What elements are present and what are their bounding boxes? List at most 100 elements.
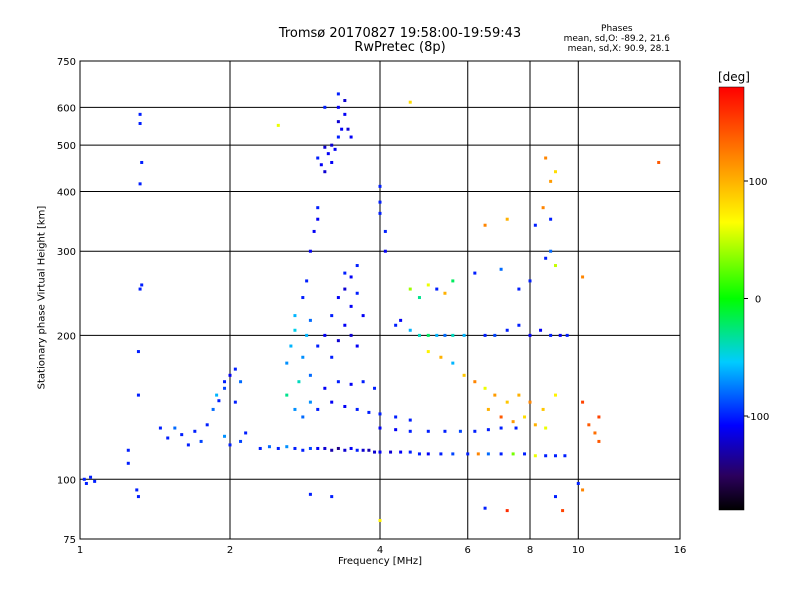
data-point: [511, 420, 515, 424]
data-point: [215, 393, 219, 397]
data-point: [505, 328, 509, 332]
data-point: [323, 333, 327, 337]
x-tick-label: 8: [527, 545, 533, 556]
data-point: [301, 415, 305, 419]
x-axis-label: Frequency [MHz]: [0, 556, 800, 567]
data-point: [361, 448, 365, 452]
data-point: [511, 452, 515, 456]
data-point: [316, 344, 320, 348]
data-point: [343, 112, 347, 116]
data-point: [267, 445, 271, 449]
data-point: [180, 433, 184, 437]
data-point: [505, 217, 509, 221]
data-point: [336, 120, 340, 124]
phase-stats: Phases mean, sd,O: -89.2, 21.6 mean, sd,…: [564, 24, 670, 54]
data-point: [349, 333, 353, 337]
data-point: [476, 452, 480, 456]
data-point: [383, 229, 387, 233]
data-point: [343, 323, 347, 327]
data-point: [211, 407, 215, 411]
data-point: [301, 296, 305, 300]
data-point: [349, 446, 353, 450]
data-point: [558, 333, 562, 337]
data-point: [336, 135, 340, 139]
data-point: [89, 475, 93, 479]
data-point: [293, 446, 297, 450]
data-point: [135, 488, 139, 492]
data-point: [549, 333, 553, 337]
data-point: [228, 373, 232, 377]
data-point: [93, 479, 97, 483]
data-point: [426, 350, 430, 354]
data-point: [549, 249, 553, 253]
data-point: [581, 400, 585, 404]
data-point: [514, 426, 518, 430]
data-point: [186, 443, 190, 447]
data-point: [544, 156, 548, 160]
data-point: [126, 448, 130, 452]
data-point: [349, 135, 353, 139]
y-axis-ticks: 75 100 200 300 400 500 600 750: [57, 57, 76, 546]
data-point: [316, 206, 320, 210]
data-point: [523, 415, 527, 419]
data-point: [462, 333, 466, 337]
data-point: [417, 296, 421, 300]
data-point: [297, 380, 301, 384]
data-point: [308, 318, 312, 322]
data-point: [493, 393, 497, 397]
data-point: [336, 105, 340, 109]
data-point: [553, 170, 557, 174]
data-point: [289, 344, 293, 348]
data-point: [140, 160, 144, 164]
data-point: [539, 328, 543, 332]
data-point: [228, 443, 232, 447]
data-point: [239, 439, 243, 443]
data-point: [563, 454, 567, 458]
data-point: [305, 333, 309, 337]
data-point: [138, 122, 142, 126]
data-point: [173, 426, 177, 430]
data-point: [336, 380, 340, 384]
chart-title: Tromsø 20170827 19:58:00-19:59:43: [278, 26, 522, 41]
data-point: [205, 423, 209, 427]
data-point: [316, 217, 320, 221]
data-point: [343, 99, 347, 103]
data-point: [355, 291, 359, 295]
data-point: [408, 100, 412, 104]
data-point: [308, 373, 312, 377]
data-point: [587, 423, 591, 427]
data-point: [553, 454, 557, 458]
data-point: [378, 200, 382, 204]
y-tick-label: 750: [57, 57, 76, 68]
data-point: [473, 271, 477, 275]
colorbar-tick-label: 100: [748, 177, 767, 188]
data-point: [336, 92, 340, 96]
plot-frame: [79, 60, 681, 540]
data-point: [355, 407, 359, 411]
x-axis-label-text: Frequency [MHz]: [337, 556, 423, 567]
data-point: [657, 160, 661, 164]
data-point: [312, 229, 316, 233]
colorbar-tick-label: 0: [755, 295, 761, 306]
data-point: [140, 283, 144, 287]
data-point: [336, 296, 340, 300]
data-point: [499, 415, 503, 419]
data-point: [544, 454, 548, 458]
data-point: [323, 105, 327, 109]
grid: [80, 61, 680, 539]
data-point: [301, 448, 305, 452]
data-point: [330, 400, 334, 404]
data-point: [553, 495, 557, 499]
colorbar-tick-label: -100: [747, 412, 770, 423]
data-point: [451, 361, 455, 365]
data-point: [389, 450, 393, 454]
data-point: [367, 448, 371, 452]
data-point: [486, 428, 490, 432]
data-point: [293, 328, 297, 332]
data-point: [378, 211, 382, 215]
stats-ordinary: mean, sd,O: -89.2, 21.6: [563, 34, 670, 44]
data-point: [378, 426, 382, 430]
data-point: [451, 279, 455, 283]
data-point: [505, 400, 509, 404]
